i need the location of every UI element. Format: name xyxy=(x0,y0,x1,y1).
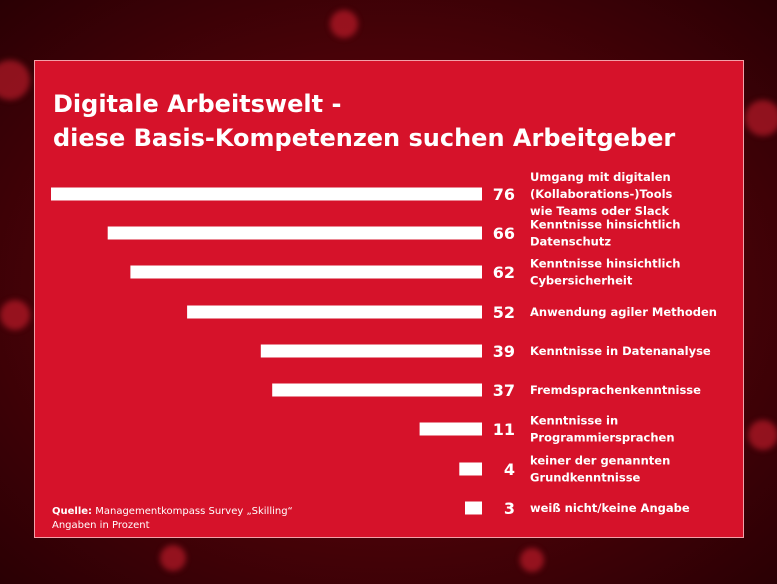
bar-value-label: 52 xyxy=(493,303,515,322)
chart-title-line-2: diese Basis-Kompetenzen suchen Arbeitgeb… xyxy=(53,124,676,152)
category-label: Kenntnisse hinsichtlich Cybersicherheit xyxy=(530,257,681,288)
bar xyxy=(51,187,482,201)
category-label: Kenntnisse hinsichtlich Datenschutz xyxy=(530,218,681,249)
bokeh-light xyxy=(0,60,30,100)
bokeh-light xyxy=(160,545,186,571)
category-label-line: Kenntnisse hinsichtlich xyxy=(530,218,681,232)
category-label-line: Kenntnisse hinsichtlich xyxy=(530,257,681,271)
category-label-line: Cybersicherheit xyxy=(530,274,633,288)
bar xyxy=(459,462,482,476)
infographic-panel: Digitale Arbeitswelt - diese Basis-Kompe… xyxy=(34,60,744,538)
category-label: Kenntnisse in Programmiersprachen xyxy=(530,414,675,445)
category-label-line: Umgang mit digitalen xyxy=(530,170,671,184)
bar-value-label: 11 xyxy=(493,420,515,439)
category-label-line: weiß nicht/keine Angabe xyxy=(530,501,690,515)
category-label: keiner der genannten Grundkenntnisse xyxy=(530,454,670,485)
bar-value-label: 37 xyxy=(493,381,515,400)
bar-value-label: 39 xyxy=(493,342,515,361)
bar-value-label: 3 xyxy=(504,499,515,518)
category-label-line: Anwendung agiler Methoden xyxy=(530,305,717,319)
category-label: Anwendung agiler Methoden xyxy=(530,305,717,319)
bokeh-light xyxy=(745,100,777,136)
bar-chart: 76 Umgang mit digitalen (Kollaborations-)T… xyxy=(51,170,717,518)
chart-title: Digitale Arbeitswelt - diese Basis-Kompe… xyxy=(53,87,675,155)
bar xyxy=(272,383,482,397)
bar-value-label: 66 xyxy=(493,224,515,243)
category-label: Fremdsprachenkenntnisse xyxy=(530,383,701,397)
category-label: weiß nicht/keine Angabe xyxy=(530,501,690,515)
chart-title-line-1: Digitale Arbeitswelt - xyxy=(53,90,342,118)
bar-value-label: 4 xyxy=(504,460,515,479)
bar xyxy=(107,226,482,240)
bokeh-light xyxy=(330,10,358,38)
category-label: Umgang mit digitalen (Kollaborations-)Too… xyxy=(530,170,673,218)
bar xyxy=(465,501,482,515)
category-label: Kenntnisse in Datenanalyse xyxy=(530,344,711,358)
bar xyxy=(187,305,482,319)
source-label: Quelle: xyxy=(52,506,93,517)
bar xyxy=(419,422,482,436)
category-label-line: Kenntnisse in xyxy=(530,414,618,428)
unit-note: Angaben in Prozent xyxy=(52,520,150,531)
category-label-line: Programmiersprachen xyxy=(530,431,675,445)
bokeh-light xyxy=(748,420,777,450)
category-label-line: Grundkenntnisse xyxy=(530,471,641,485)
bar-value-label: 76 xyxy=(493,185,515,204)
source-note: Quelle: Managementkompass Survey „Skilli… xyxy=(52,505,293,533)
bar-value-label: 62 xyxy=(493,263,515,282)
category-label-line: (Kollaborations-)Tools xyxy=(530,187,673,201)
source-text: Managementkompass Survey „Skilling“ xyxy=(95,506,293,517)
bokeh-light xyxy=(520,548,544,572)
category-label-line: Kenntnisse in Datenanalyse xyxy=(530,344,711,358)
bar xyxy=(130,265,482,279)
category-label-line: wie Teams oder Slack xyxy=(530,204,669,218)
category-label-line: keiner der genannten xyxy=(530,454,670,468)
category-label-line: Datenschutz xyxy=(530,235,611,249)
category-label-line: Fremdsprachenkenntnisse xyxy=(530,383,701,397)
bar xyxy=(260,344,482,358)
bokeh-light xyxy=(0,300,30,330)
